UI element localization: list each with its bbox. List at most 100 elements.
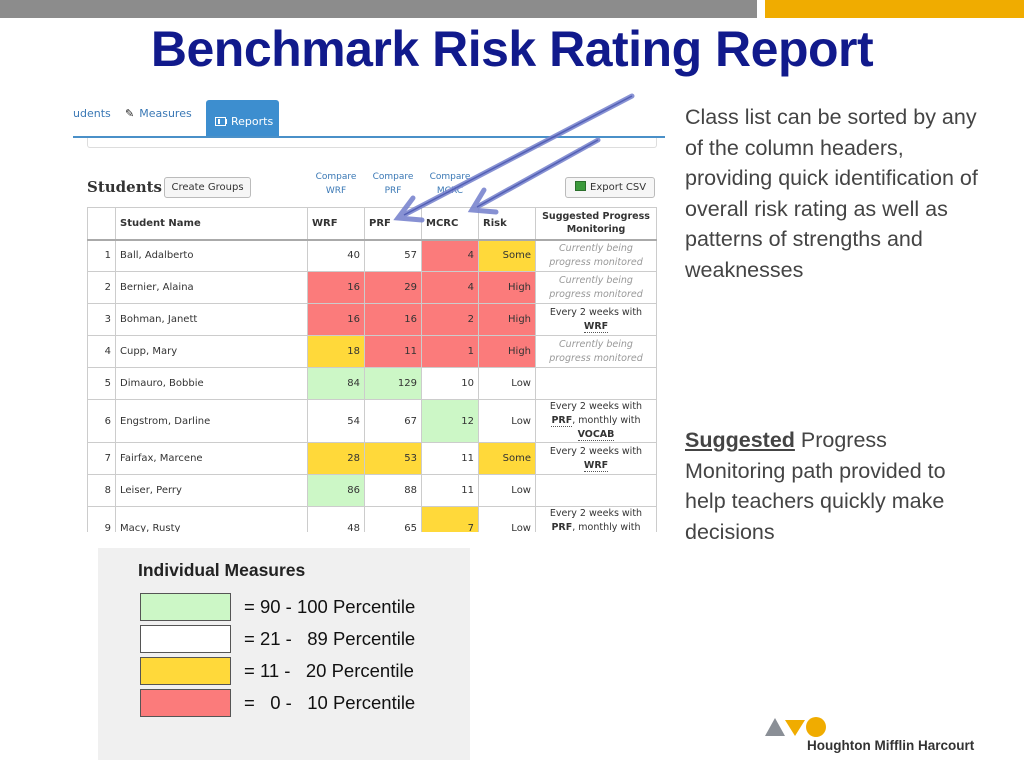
compare-wrf-link[interactable]: Compare WRF [313, 170, 359, 198]
measure-tag[interactable]: WRF [583, 320, 609, 333]
risk-cell: Low [478, 399, 536, 443]
table-row[interactable]: 6 Engstrom, Darline 54 67 12 Low Every 2 weeks… [87, 399, 657, 443]
export-csv-button[interactable]: Export CSV [565, 177, 655, 198]
individual-measures-legend: Individual Measures = 90 - 100 Percentil… [98, 548, 470, 760]
risk-cell: High [478, 335, 536, 368]
col-header-index [87, 207, 116, 241]
wrf-score-cell: 86 [307, 474, 365, 507]
student-name-cell: Fairfax, Marcene [115, 442, 308, 475]
prf-score-cell: 16 [364, 303, 422, 336]
wrf-score-cell: 16 [307, 303, 365, 336]
row-index: 6 [87, 399, 116, 443]
col-header-wrf[interactable]: WRF [307, 207, 365, 241]
row-index: 5 [87, 367, 116, 400]
prf-score-cell: 129 [364, 367, 422, 400]
nav-underline [73, 136, 665, 138]
table-row[interactable]: 8 Leiser, Perry 86 88 11 Low [87, 474, 657, 507]
student-name-cell: Ball, Adalberto [115, 239, 308, 272]
prf-score-cell: 88 [364, 474, 422, 507]
table-row[interactable]: 4 Cupp, Mary 18 11 1 High Currently being prog… [87, 335, 657, 368]
student-name-cell: Leiser, Perry [115, 474, 308, 507]
mcrc-score-cell: 1 [421, 335, 479, 368]
export-csv-label: Export CSV [590, 182, 647, 193]
suggested-monitoring-cell: Every 2 weeks with WRF [535, 442, 657, 475]
compare-mcrc-line1: Compare [429, 172, 471, 182]
nav-students-tab[interactable]: udents [73, 107, 111, 120]
legend-swatch-white [140, 625, 231, 653]
row-index: 4 [87, 335, 116, 368]
mcrc-score-cell: 11 [421, 474, 479, 507]
slide-title: Benchmark Risk Rating Report [150, 21, 874, 77]
risk-cell: Some [478, 442, 536, 475]
col-header-suggested-monitoring[interactable]: Suggested Progress Monitoring [535, 207, 657, 241]
table-row[interactable]: 1 Ball, Adalberto 40 57 4 Some Currently being… [87, 239, 657, 272]
nav-reports-tab[interactable]: Reports [206, 100, 279, 136]
compare-mcrc-line2: MCRC [436, 186, 464, 196]
row-index: 8 [87, 474, 116, 507]
side-text-underlined: Suggested [685, 428, 795, 452]
mcrc-score-cell: 4 [421, 239, 479, 272]
table-row[interactable]: 9 Macy, Rusty 48 65 7 Low Every 2 weeks with P… [87, 506, 657, 532]
mcrc-score-cell: 2 [421, 303, 479, 336]
col-header-mcrc[interactable]: MCRC [421, 207, 479, 241]
prf-score-cell: 67 [364, 399, 422, 443]
legend-swatch-red [140, 689, 231, 717]
measure-tag[interactable]: WRF [583, 459, 609, 472]
nav-bar: udents ✎ Measures Reports [73, 100, 668, 148]
suggestion-text: Every 2 weeks with [549, 306, 643, 318]
student-name-cell: Bernier, Alaina [115, 271, 308, 304]
suggested-monitoring-cell: Currently being progress monitored [535, 239, 657, 272]
measure-tag[interactable]: VOCAB [577, 429, 615, 441]
compare-mcrc-link[interactable]: Compare MCRC [427, 170, 473, 198]
hmh-logo: Houghton Mifflin Harcourt [763, 714, 993, 760]
create-groups-button[interactable]: Create Groups [164, 177, 251, 198]
legend-swatch-green [140, 593, 231, 621]
compare-prf-link[interactable]: Compare PRF [370, 170, 416, 198]
wrf-score-cell: 84 [307, 367, 365, 400]
row-index: 1 [87, 239, 116, 272]
suggested-monitoring-cell: Every 2 weeks with PRF, monthly with VOC… [535, 506, 657, 532]
student-name-cell: Macy, Rusty [115, 506, 308, 532]
suggestion-text: Every 2 weeks with [549, 508, 643, 519]
table-row[interactable]: 7 Fairfax, Marcene 28 53 11 Some Every 2 weeks… [87, 442, 657, 475]
legend-label-white: = 21 - 89 Percentile [244, 628, 416, 649]
suggested-monitoring-cell: Currently being progress monitored [535, 335, 657, 368]
side-text-suggested: Suggested Progress Monitoring path provi… [685, 425, 985, 547]
wrf-score-cell: 48 [307, 506, 365, 532]
table-row[interactable]: 5 Dimauro, Bobbie 84 129 10 Low [87, 367, 657, 400]
students-heading: Students [87, 178, 162, 196]
student-name-cell: Cupp, Mary [115, 335, 308, 368]
suggestion-text: Every 2 weeks with [549, 445, 643, 457]
report-screenshot: udents ✎ Measures Reports Students Create… [73, 92, 668, 532]
suggested-monitoring-cell: Every 2 weeks with WRF [535, 303, 657, 336]
risk-cell: Low [478, 506, 536, 532]
hmh-logo-icon [765, 717, 826, 737]
legend-title: Individual Measures [138, 560, 306, 580]
legend-swatch-yellow [140, 657, 231, 685]
nav-measures-label: Measures [139, 107, 192, 120]
col-header-student-name[interactable]: Student Name [115, 207, 308, 241]
side-text-sorting: Class list can be sorted by any of the c… [685, 105, 978, 282]
measure-tag[interactable]: PRF [551, 415, 573, 427]
legend-label-red: = 0 - 10 Percentile [244, 692, 416, 713]
suggestion-text: , monthly with [572, 415, 641, 426]
wrf-score-cell: 40 [307, 239, 365, 272]
wrf-score-cell: 54 [307, 399, 365, 443]
table-row[interactable]: 2 Bernier, Alaina 16 29 4 High Currently being… [87, 271, 657, 304]
suggested-monitoring-cell [535, 474, 657, 507]
prf-score-cell: 57 [364, 239, 422, 272]
prf-score-cell: 53 [364, 442, 422, 475]
suggested-monitoring-cell: Currently being progress monitored [535, 271, 657, 304]
col-header-risk[interactable]: Risk [478, 207, 536, 241]
table-row[interactable]: 3 Bohman, Janett 16 16 2 High Every 2 weeks wi… [87, 303, 657, 336]
risk-cell: Low [478, 367, 536, 400]
risk-cell: High [478, 303, 536, 336]
student-name-cell: Dimauro, Bobbie [115, 367, 308, 400]
compare-prf-line2: PRF [384, 186, 402, 196]
suggested-monitoring-cell [535, 367, 657, 400]
compare-wrf-line1: Compare [315, 172, 357, 182]
col-header-prf[interactable]: PRF [364, 207, 422, 241]
measure-tag[interactable]: PRF [551, 522, 573, 532]
nav-reports-label: Reports [231, 115, 274, 128]
nav-measures-tab[interactable]: ✎ Measures [125, 107, 192, 120]
